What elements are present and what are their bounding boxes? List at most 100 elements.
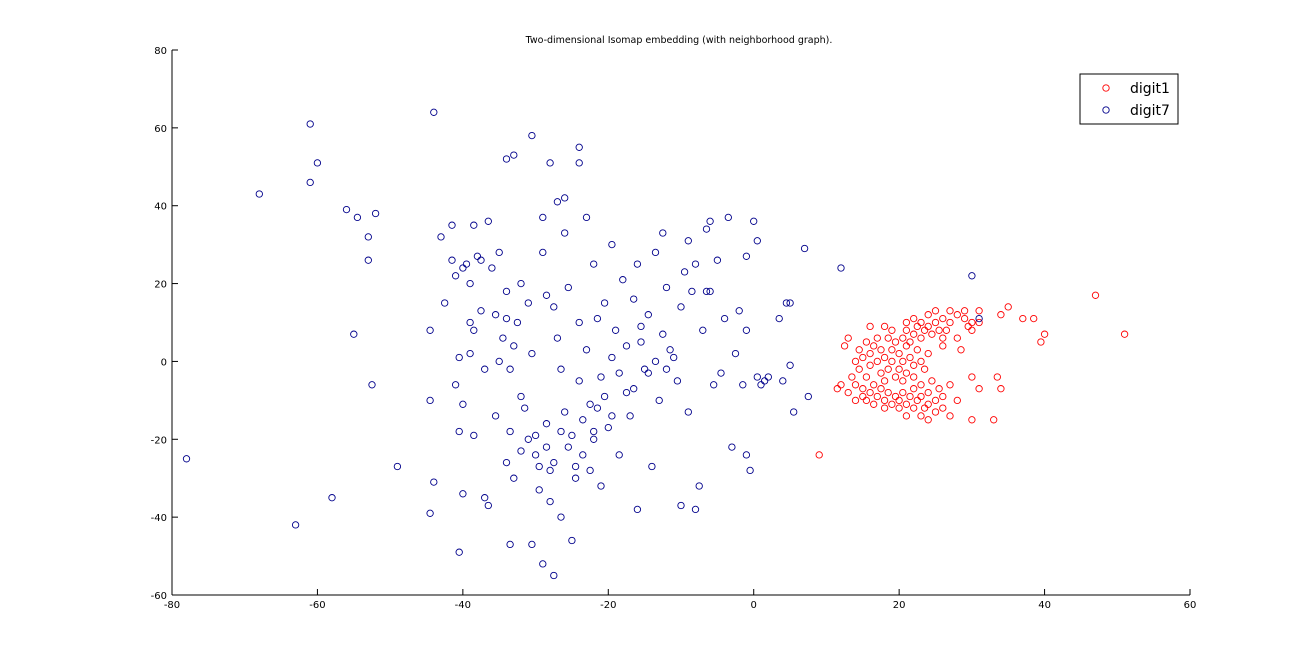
data-point-digit7 <box>590 435 598 443</box>
data-point-digit7 <box>717 369 725 377</box>
data-point-digit1 <box>880 353 889 362</box>
data-point-digit7 <box>630 385 638 393</box>
data-point-digit7 <box>637 322 645 331</box>
data-point-digit1 <box>902 412 911 420</box>
data-point-digit1 <box>877 346 885 354</box>
data-point-digit7 <box>575 143 583 151</box>
data-point-digit1 <box>1037 338 1045 346</box>
data-point-digit1 <box>906 338 914 346</box>
data-point-digit1 <box>870 400 878 408</box>
data-point-digit7 <box>531 431 540 440</box>
data-point-digit7 <box>528 349 536 358</box>
data-point-digit7 <box>491 311 500 319</box>
data-point-digit7 <box>651 248 660 257</box>
data-point-digit7 <box>742 451 751 459</box>
data-point-digit7 <box>531 451 540 459</box>
y-tick-label: 0 <box>161 357 167 368</box>
data-point-digit7 <box>506 540 514 549</box>
data-point-digit7 <box>466 349 474 358</box>
data-point-digit7 <box>502 314 511 323</box>
data-point-digit7 <box>564 443 572 451</box>
data-point-digit7 <box>688 287 696 296</box>
data-point-digit1 <box>910 314 918 323</box>
data-point-digit1 <box>902 326 911 334</box>
data-point-digit1 <box>862 396 871 405</box>
data-point-digit7 <box>502 287 511 296</box>
data-point-digit7 <box>702 287 711 296</box>
data-point-digit1 <box>902 369 911 377</box>
x-tick-label: 0 <box>751 600 757 611</box>
data-point-digit7 <box>644 311 652 319</box>
data-point-digit1 <box>866 361 874 369</box>
data-point-digit1 <box>1091 291 1100 299</box>
data-point-digit1 <box>851 381 860 389</box>
y-tick-label: 40 <box>154 202 167 213</box>
data-point-digit7 <box>800 244 809 253</box>
data-point-digit7 <box>470 221 478 229</box>
data-point-digit1 <box>975 307 983 315</box>
data-point-digit7 <box>753 373 761 381</box>
data-point-digit7 <box>568 536 576 545</box>
data-point-digit7 <box>571 462 580 471</box>
data-point-digit7 <box>255 190 263 198</box>
x-tick-label: -80 <box>164 600 180 611</box>
data-point-digit1 <box>946 307 954 315</box>
data-point-digit1 <box>880 404 889 412</box>
data-point-digit7 <box>706 217 714 225</box>
data-point-digit7 <box>553 334 562 342</box>
chart-title: Two-dimensional Isomap embedding (with n… <box>525 35 833 46</box>
y-tick-label: 20 <box>154 280 167 291</box>
data-point-digit7 <box>753 237 761 245</box>
data-point-digit1 <box>935 326 943 334</box>
data-point-digit7 <box>575 159 583 167</box>
data-point-digit1 <box>837 381 845 389</box>
data-point-digit7 <box>484 501 492 510</box>
data-point-digit1 <box>891 338 900 346</box>
data-point-digit7 <box>630 295 638 303</box>
data-point-digit7 <box>724 213 732 222</box>
data-point-digit7 <box>666 346 674 354</box>
data-point-digit1 <box>913 322 921 331</box>
data-point-digit7 <box>510 151 518 159</box>
data-point-digit7 <box>313 159 322 167</box>
data-point-digit1 <box>975 318 983 327</box>
data-point-digit7 <box>615 369 623 377</box>
legend-marker-digit7 <box>1102 106 1110 114</box>
data-point-digit1 <box>928 330 936 338</box>
data-point-digit1 <box>899 377 907 385</box>
data-point-digit7 <box>495 357 503 366</box>
data-point-digit7 <box>517 279 525 288</box>
data-point-digit7 <box>670 353 678 362</box>
data-point-digit7 <box>306 178 314 187</box>
data-point-digit7 <box>619 276 627 284</box>
data-point-digit7 <box>430 478 438 486</box>
data-point-digit1 <box>859 353 867 362</box>
data-point-digit7 <box>622 388 631 397</box>
data-point-digit1 <box>917 357 925 366</box>
data-point-digit7 <box>742 326 751 334</box>
data-point-digit7 <box>466 318 474 327</box>
data-point-digit7 <box>542 443 551 451</box>
data-point-digit7 <box>513 318 522 327</box>
data-point-digit1 <box>931 396 940 405</box>
data-point-digit7 <box>691 260 700 268</box>
data-point-digit1 <box>939 404 947 412</box>
data-point-digit7 <box>546 497 554 506</box>
data-point-digit7 <box>451 381 460 389</box>
data-point-digit1 <box>877 385 885 393</box>
data-point-digit1 <box>862 373 871 381</box>
data-point-digit7 <box>633 260 642 268</box>
data-point-digit7 <box>517 447 525 455</box>
data-point-digit7 <box>775 314 783 323</box>
data-point-digit7 <box>764 373 772 381</box>
data-point-digit1 <box>920 326 929 334</box>
data-point-digit1 <box>844 388 852 397</box>
y-tick-label: -60 <box>151 591 167 602</box>
data-point-digit1 <box>913 396 921 405</box>
data-point-digit1 <box>968 416 976 424</box>
data-point-digit1 <box>913 346 921 354</box>
data-point-digit1 <box>873 392 881 401</box>
data-point-digit7 <box>750 217 758 225</box>
data-point-digit7 <box>608 412 616 420</box>
data-point-digit1 <box>895 349 903 358</box>
